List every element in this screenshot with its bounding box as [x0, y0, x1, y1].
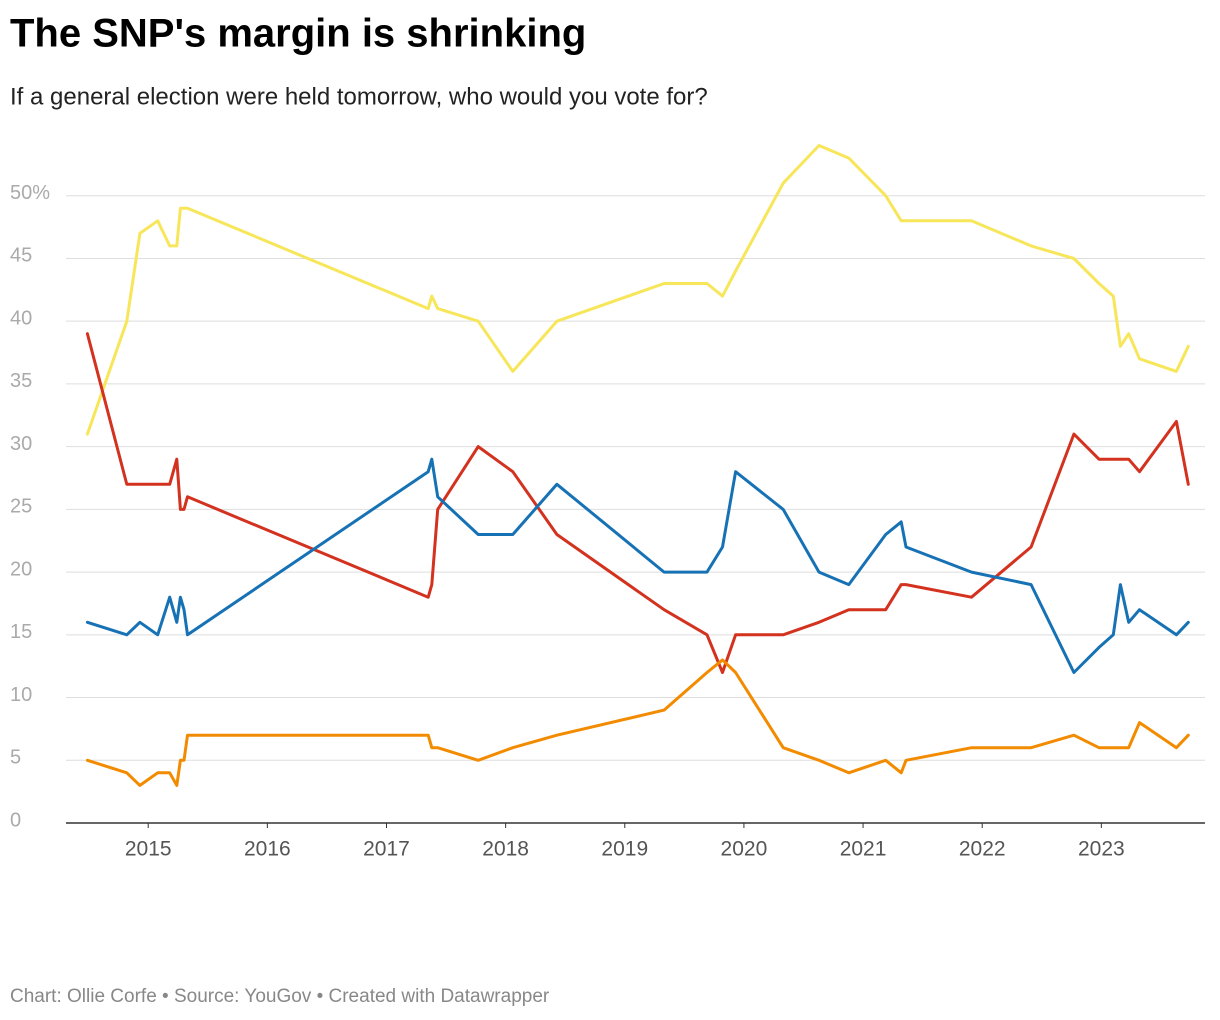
- y-tick-label: 15: [10, 621, 32, 643]
- chart-source: Chart: Ollie Corfe • Source: YouGov • Cr…: [10, 986, 550, 1007]
- y-tick-label: 20: [10, 558, 32, 580]
- series-line: [85, 658, 1190, 787]
- x-tick-label: 2015: [125, 838, 172, 861]
- y-tick-label: 40: [10, 307, 32, 329]
- chart-title: The SNP's margin is shrinking: [10, 12, 586, 56]
- x-tick-label: 2017: [363, 838, 410, 861]
- x-tick-label: 2016: [244, 838, 291, 861]
- y-tick-label: 10: [10, 684, 32, 706]
- x-tick-label: 2019: [601, 838, 648, 861]
- series-line: [85, 332, 1190, 674]
- x-tick-label: 2018: [482, 838, 529, 861]
- x-tick-label: 2022: [959, 838, 1006, 861]
- y-tick-label: 35: [10, 370, 32, 392]
- y-tick-label: 25: [10, 496, 32, 518]
- x-tick-label: 2020: [721, 838, 768, 861]
- series-line: [85, 457, 1190, 674]
- y-tick-label: 5: [10, 747, 21, 769]
- y-tick-label: 50%: [10, 182, 50, 204]
- chart-subtitle: If a general election were held tomorrow…: [10, 83, 708, 110]
- x-tick-label: 2021: [840, 838, 887, 861]
- y-tick-label: 45: [10, 245, 32, 267]
- y-tick-label: 30: [10, 433, 32, 455]
- y-tick-label: 0: [10, 809, 21, 831]
- series-line: [85, 144, 1190, 436]
- x-tick-label: 2023: [1078, 838, 1125, 861]
